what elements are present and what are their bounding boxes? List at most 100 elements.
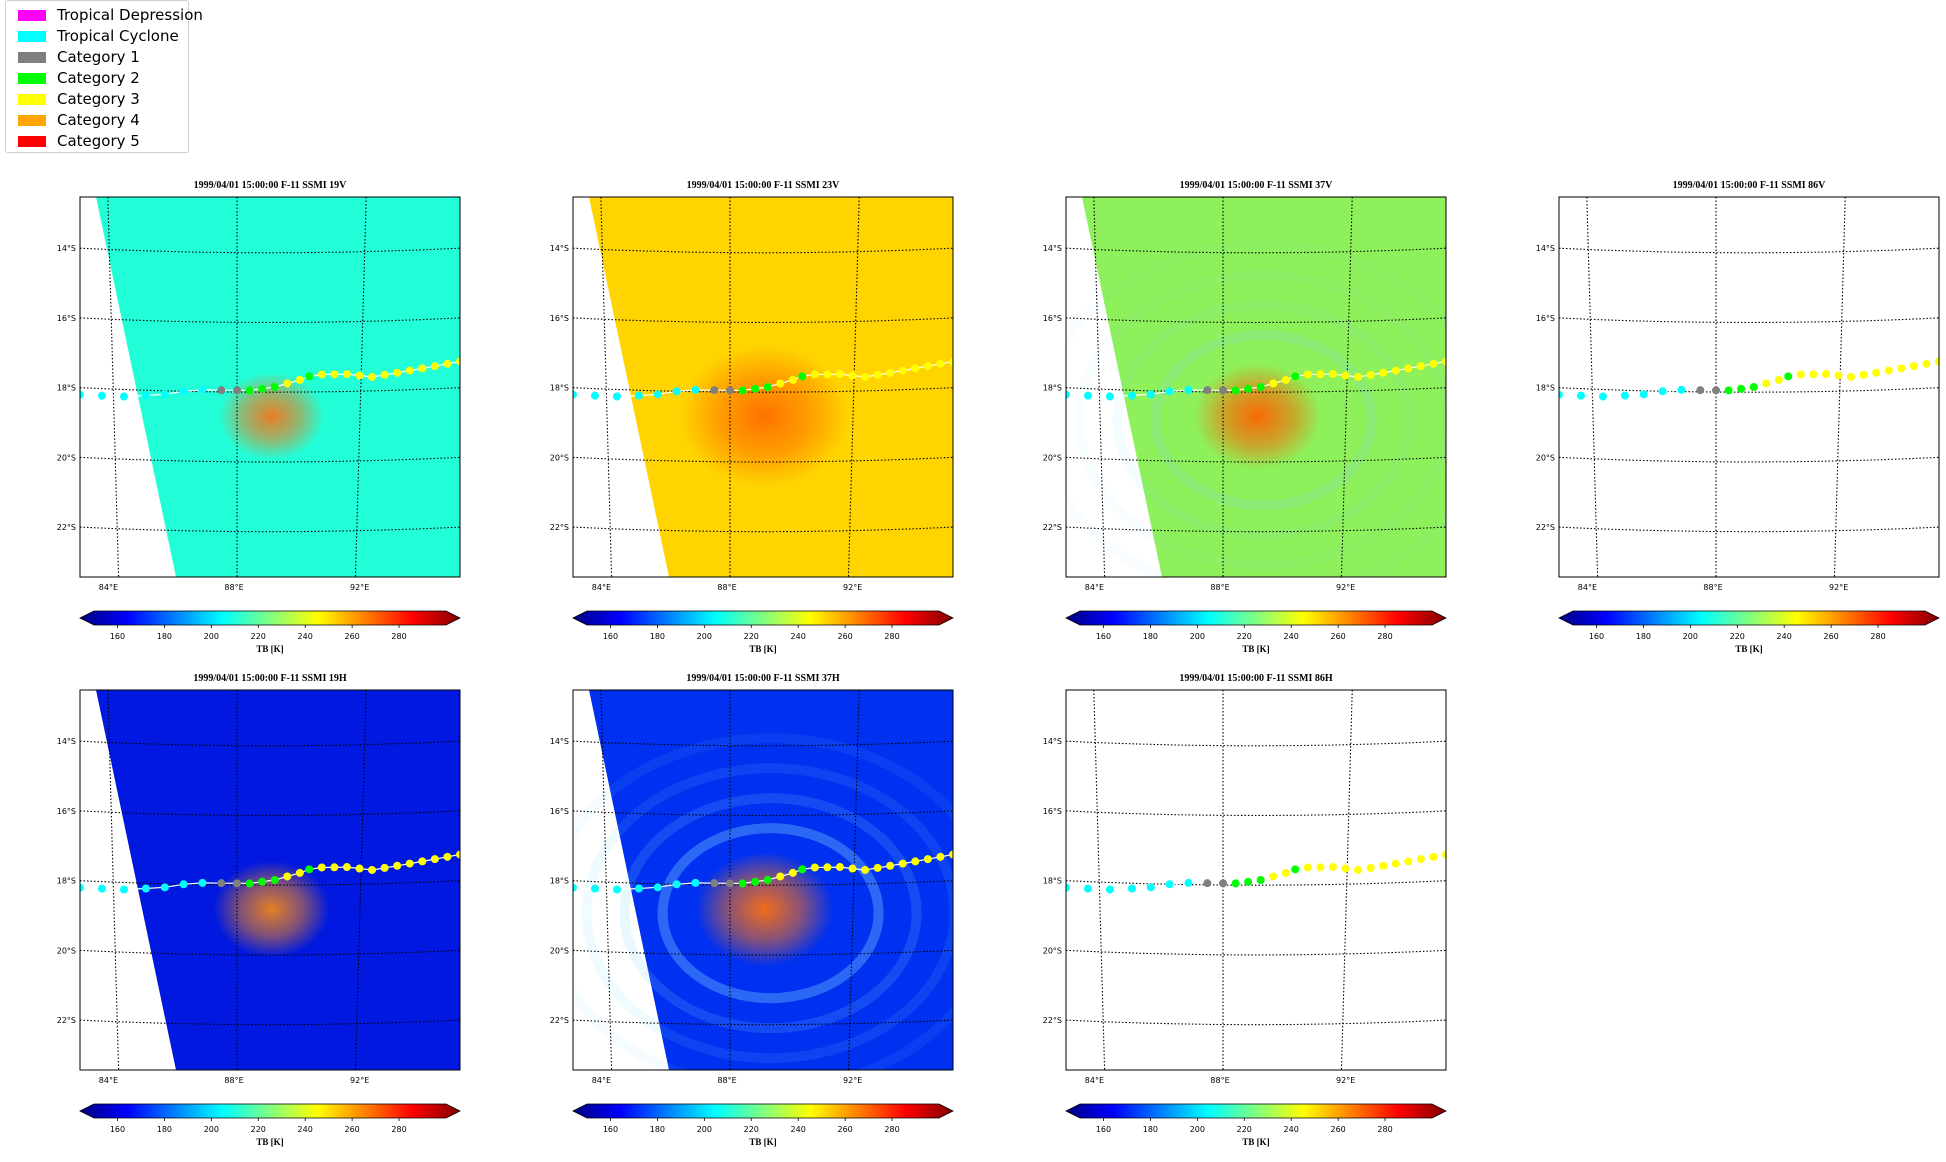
map-area <box>573 690 953 1070</box>
legend-swatch <box>18 115 46 126</box>
parallel <box>80 317 460 324</box>
colorbar-tick-label: 220 <box>251 632 266 641</box>
x-tick-label: 92°E <box>350 1076 369 1085</box>
colorbar-label: TB [K] <box>749 644 776 654</box>
y-tick-label: 20°S <box>550 946 569 955</box>
colorbar <box>79 1103 461 1119</box>
colorbar-tick-label: 260 <box>1330 632 1345 641</box>
y-tick-label: 16°S <box>550 807 569 816</box>
track-point <box>1184 878 1193 887</box>
track-point <box>456 357 460 366</box>
track-point <box>691 878 700 887</box>
track-point <box>330 370 339 379</box>
track-point <box>1379 368 1388 377</box>
colorbar-tick-label: 280 <box>1870 632 1885 641</box>
track-point <box>1404 857 1413 866</box>
colorbar-label: TB [K] <box>1735 644 1762 654</box>
track-point <box>653 390 662 399</box>
track-point <box>270 382 279 391</box>
track-point <box>911 857 920 866</box>
x-tick-label: 88°E <box>1210 1076 1229 1085</box>
track-point <box>1303 370 1312 379</box>
colorbar-tick-label: 240 <box>791 1125 806 1134</box>
colorbar-tick-label: 160 <box>603 1125 618 1134</box>
track-point <box>1884 366 1893 375</box>
y-tick-label: 18°S <box>550 877 569 886</box>
colorbar-tick-label: 220 <box>1237 632 1252 641</box>
parallel <box>573 810 953 817</box>
track-point <box>283 872 292 881</box>
colorbar-tick-label: 220 <box>1730 632 1745 641</box>
parallel <box>1066 247 1446 254</box>
track-point <box>368 865 377 874</box>
track-point <box>443 359 452 368</box>
y-tick-label: 20°S <box>550 453 569 462</box>
track-point <box>258 877 267 886</box>
parallel <box>80 526 460 533</box>
track-point <box>1281 868 1290 877</box>
parallel <box>573 526 953 533</box>
rainband <box>1074 270 1446 571</box>
parallel <box>80 456 460 463</box>
track-point <box>119 885 128 894</box>
colorbar-tick-label: 220 <box>1237 1125 1252 1134</box>
track-point <box>751 384 760 393</box>
map-panel: 1999/04/01 15:00:00 F-11 SSMI 19H 14°S 16°… <box>57 673 461 1147</box>
legend-label: Category 5 <box>57 132 140 150</box>
parallel <box>1559 247 1939 254</box>
parallel <box>80 247 460 254</box>
track-point <box>80 390 84 399</box>
colorbar-tick-label: 280 <box>391 632 406 641</box>
track-point <box>1391 366 1400 375</box>
track-point <box>710 879 719 888</box>
colorbar-label: TB [K] <box>256 1137 283 1147</box>
legend-label: Category 1 <box>57 48 140 66</box>
colorbar-tick-label: 200 <box>204 632 219 641</box>
parallel <box>80 949 460 956</box>
track-point <box>342 370 351 379</box>
x-tick-label: 84°E <box>592 583 611 592</box>
track-point <box>751 877 760 886</box>
meridian <box>354 197 367 577</box>
map-panel: 1999/04/01 15:00:00 F-11 SSMI 86H 14°S 16°… <box>1043 673 1447 1147</box>
y-tick-label: 22°S <box>550 523 569 532</box>
track-point <box>342 863 351 872</box>
y-tick-label: 16°S <box>1536 314 1555 323</box>
track-point <box>1658 387 1667 396</box>
track-point <box>198 385 207 394</box>
track-point <box>1379 861 1388 870</box>
track-point <box>1105 885 1114 894</box>
track-point <box>1416 362 1425 371</box>
y-tick-label: 14°S <box>1043 737 1062 746</box>
x-tick-label: 92°E <box>843 583 862 592</box>
meridian <box>1340 690 1353 1070</box>
track-point <box>317 370 326 379</box>
map-frame <box>572 196 954 578</box>
track-point <box>97 391 106 400</box>
track-point <box>198 878 207 887</box>
track-point <box>1244 877 1253 886</box>
map-frame <box>1558 196 1940 578</box>
colorbar <box>1065 610 1447 626</box>
track-point <box>179 387 188 396</box>
track-point <box>295 375 304 384</box>
track-point <box>691 385 700 394</box>
legend-label: Category 2 <box>57 69 140 87</box>
track-point <box>179 880 188 889</box>
track-point <box>898 859 907 868</box>
colorbar-tick-label: 240 <box>298 632 313 641</box>
colorbar-tick-label: 160 <box>1096 1125 1111 1134</box>
legend-swatch <box>18 31 46 42</box>
track-point <box>380 863 389 872</box>
y-tick-label: 16°S <box>550 314 569 323</box>
y-tick-label: 16°S <box>57 807 76 816</box>
track-point <box>418 364 427 373</box>
legend-swatch <box>18 10 46 21</box>
map-area <box>80 690 460 1070</box>
parallel <box>573 949 953 956</box>
track-point <box>936 359 945 368</box>
track-point <box>1354 372 1363 381</box>
track-point <box>1341 864 1350 873</box>
y-tick-label: 22°S <box>550 1016 569 1025</box>
y-tick-label: 16°S <box>57 314 76 323</box>
